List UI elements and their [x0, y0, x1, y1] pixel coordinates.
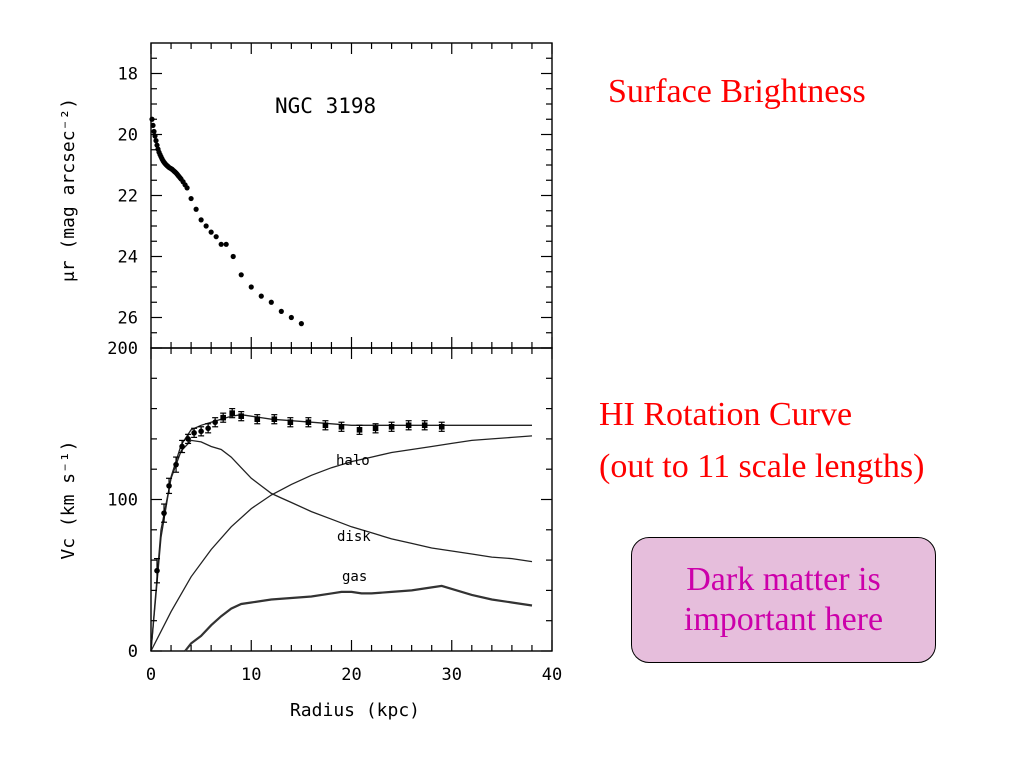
rotation-point [372, 425, 379, 432]
rotation-point [154, 567, 160, 574]
surface-brightness-point [278, 308, 284, 314]
surface-brightness-point [203, 223, 209, 229]
rotation-point [421, 422, 428, 429]
rotation-point [356, 427, 363, 433]
rotation-point [205, 425, 211, 432]
rotation-point [322, 422, 329, 429]
rotation-point [161, 510, 167, 516]
rotation-point [191, 430, 197, 436]
surface-brightness-point [258, 293, 264, 299]
rotation-point [198, 428, 204, 435]
surface-brightness-point [154, 142, 160, 148]
surface-brightness-marks [149, 116, 304, 327]
x-tick-label: 0 [146, 665, 156, 685]
upper-y-tick-label: 20 [118, 126, 138, 146]
rotation-point [271, 416, 278, 423]
surface-brightness-point [288, 314, 294, 321]
surface-brightness-point [248, 284, 254, 290]
rotation-curve-marks [150, 408, 533, 652]
rotation-curve-annotation-line1: HI Rotation Curve [599, 396, 853, 433]
surface-brightness-point [230, 253, 236, 260]
surface-brightness-point [213, 234, 219, 240]
surface-brightness-point [153, 138, 159, 144]
surface-brightness-point [150, 122, 156, 128]
rotation-point [166, 483, 172, 489]
rotation-point [212, 419, 218, 426]
rotation-point [179, 443, 185, 450]
x-tick-label: 10 [241, 665, 261, 685]
surface-brightness-point [198, 217, 204, 223]
disk-label: disk [337, 529, 371, 545]
halo-curve [150, 435, 533, 652]
disk-curve [150, 439, 533, 652]
gas-label: gas [342, 569, 367, 585]
x-tick-label: 20 [341, 665, 361, 685]
surface-brightness-point [218, 241, 224, 247]
surface-brightness-point [298, 321, 304, 327]
rotation-curve-plot-frame [150, 347, 553, 652]
callout-text: Dark matter is important here [683, 561, 884, 638]
lower-y-tick-label: 0 [128, 642, 138, 662]
rotation-point [305, 419, 312, 426]
x-tick-label: 40 [542, 665, 562, 685]
rotation-point [287, 419, 294, 426]
lower-y-tick-label: 200 [107, 339, 138, 359]
surface-brightness-point [268, 299, 274, 305]
surface-brightness-point [193, 206, 199, 212]
rotation-point [238, 413, 245, 419]
surface-brightness-point [188, 195, 194, 202]
rotation-point [405, 422, 412, 429]
lower-y-axis-label: Vc (km s⁻¹) [58, 440, 79, 559]
upper-y-tick-label: 24 [118, 248, 138, 268]
surface-brightness-plot-frame [150, 42, 553, 349]
surface-brightness-point [184, 185, 190, 191]
x-axis-label: Radius (kpc) [290, 700, 420, 721]
dark-matter-callout: Dark matter is important here [631, 537, 936, 663]
rotation-point [338, 423, 345, 430]
upper-y-axis-label: μr (mag arcsec⁻²) [58, 98, 79, 282]
x-tick-label: 30 [442, 665, 462, 685]
lower-y-tick-label: 100 [107, 491, 138, 511]
upper-y-tick-label: 18 [118, 65, 138, 85]
plot-title: NGC 3198 [275, 94, 376, 118]
gas-curve [184, 584, 533, 652]
rotation-point [254, 416, 261, 423]
halo-label: halo [336, 453, 370, 469]
surface-brightness-point [151, 128, 157, 135]
rotation-point [185, 436, 191, 442]
rotation-point [173, 461, 179, 468]
surface-brightness-point [238, 272, 244, 278]
rotation-point [438, 423, 445, 430]
rotation-point [229, 410, 236, 416]
surface-brightness-annotation: Surface Brightness [608, 73, 866, 110]
surface-brightness-point [208, 229, 214, 235]
upper-y-tick-label: 22 [118, 187, 138, 207]
rotation-point [388, 423, 395, 430]
rotation-curve-annotation-line2: (out to 11 scale lengths) [599, 448, 925, 485]
upper-y-tick-label: 26 [118, 309, 138, 329]
rotation-point [220, 414, 226, 421]
surface-brightness-point [223, 241, 229, 247]
